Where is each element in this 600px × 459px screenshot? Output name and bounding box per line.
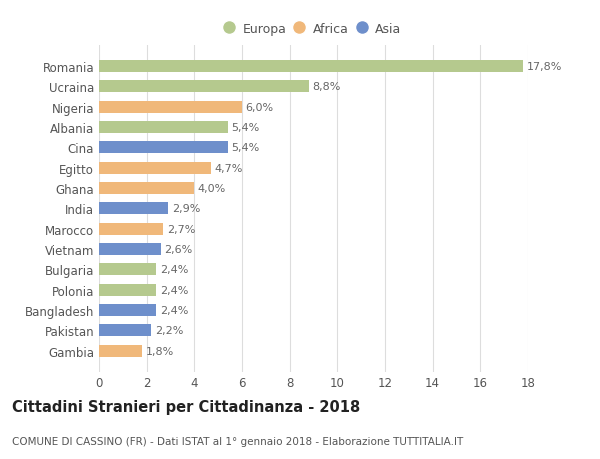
Text: 2,4%: 2,4%	[160, 285, 188, 295]
Bar	[99, 223, 163, 235]
Bar	[99, 122, 228, 134]
Text: 8,8%: 8,8%	[313, 82, 341, 92]
Bar	[99, 162, 211, 174]
Bar	[99, 101, 242, 113]
Bar	[99, 203, 168, 215]
Bar	[99, 345, 142, 357]
Bar	[99, 304, 156, 316]
Text: 5,4%: 5,4%	[231, 123, 260, 133]
Text: 2,6%: 2,6%	[164, 245, 193, 254]
Text: 1,8%: 1,8%	[145, 346, 174, 356]
Bar	[99, 81, 309, 93]
Bar	[99, 183, 194, 195]
Text: 2,9%: 2,9%	[172, 204, 200, 214]
Text: 2,4%: 2,4%	[160, 305, 188, 315]
Bar	[99, 284, 156, 296]
Text: 4,0%: 4,0%	[198, 184, 226, 194]
Text: 4,7%: 4,7%	[215, 163, 243, 173]
Text: 5,4%: 5,4%	[231, 143, 260, 153]
Bar	[99, 263, 156, 276]
Text: 2,2%: 2,2%	[155, 325, 184, 336]
Text: 17,8%: 17,8%	[527, 62, 562, 72]
Text: 2,4%: 2,4%	[160, 265, 188, 274]
Text: 6,0%: 6,0%	[245, 102, 274, 112]
Text: COMUNE DI CASSINO (FR) - Dati ISTAT al 1° gennaio 2018 - Elaborazione TUTTITALIA: COMUNE DI CASSINO (FR) - Dati ISTAT al 1…	[12, 436, 463, 446]
Text: Cittadini Stranieri per Cittadinanza - 2018: Cittadini Stranieri per Cittadinanza - 2…	[12, 399, 360, 414]
Bar	[99, 243, 161, 256]
Bar	[99, 142, 228, 154]
Text: 2,7%: 2,7%	[167, 224, 196, 234]
Legend: Europa, Africa, Asia: Europa, Africa, Asia	[223, 20, 404, 40]
Bar	[99, 325, 151, 337]
Bar	[99, 61, 523, 73]
